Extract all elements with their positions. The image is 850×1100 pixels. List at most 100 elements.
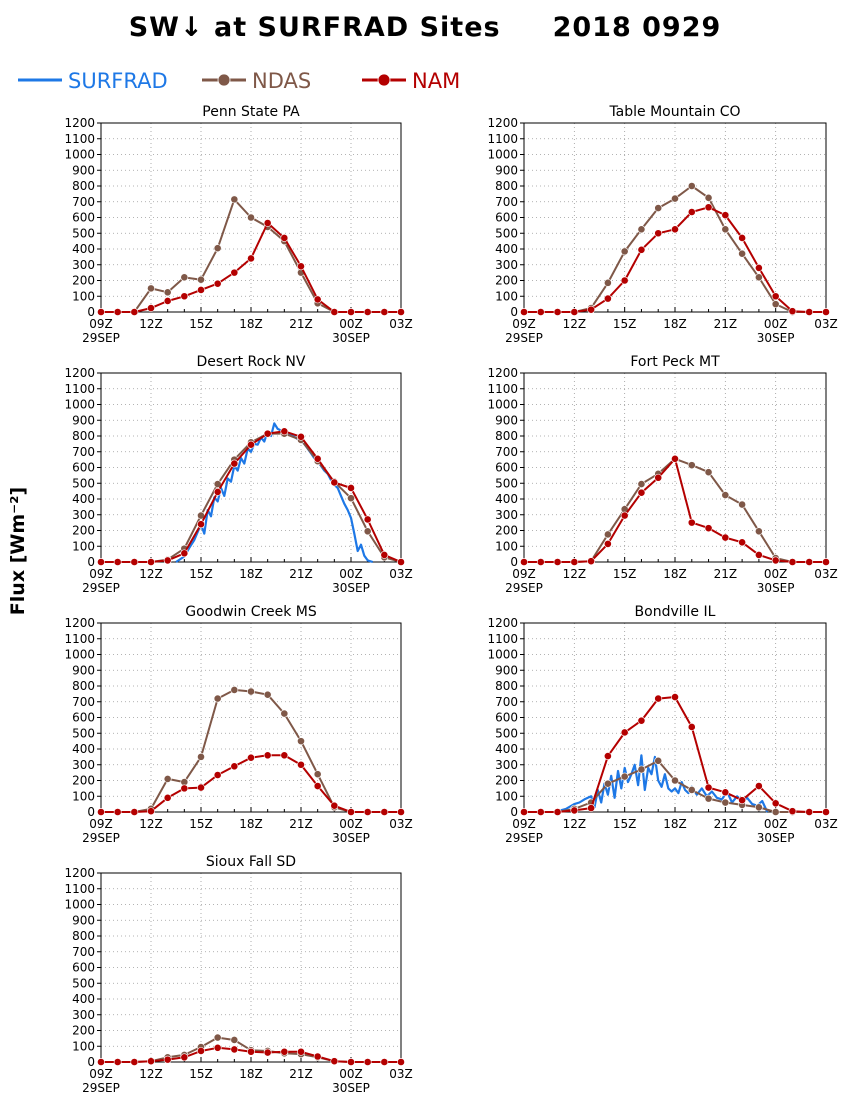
y-tick-label: 1200 [64,366,95,380]
y-tick-label: 600 [72,711,95,725]
data-point-nam [197,286,205,294]
series-line-ndas [101,688,401,813]
y-tick-label: 700 [495,445,518,459]
data-point-nam [671,693,679,701]
data-point-ndas [620,247,629,256]
chart-panel-3: Fort Peck MT0100200300400500600700800900… [487,354,837,595]
y-tick-label: 600 [495,711,518,725]
data-point-nam [147,558,155,566]
data-point-nam [620,276,629,285]
y-tick-label: 100 [72,289,95,303]
data-point-ndas [230,1036,239,1044]
data-point-nam [771,556,780,565]
data-point-ndas [603,779,612,788]
chart-title: Sioux Fall SD [206,854,296,870]
x-tick-label: 00Z [339,817,363,831]
page-title: SW↓ at SURFRAD Sites 2018 0929 [128,12,722,43]
data-point-nam [363,808,372,816]
chart-panel-2: Desert Rock NV01002003004005006007008009… [64,354,412,595]
y-tick-label: 100 [495,289,518,303]
data-point-nam [130,808,139,816]
data-point-ndas [197,275,205,284]
data-point-nam [263,429,272,438]
data-point-nam [380,1058,389,1066]
data-point-nam [788,307,797,316]
data-point-nam [363,308,372,316]
x-tick-label: 09Z [512,817,536,831]
data-point-nam [520,308,528,316]
y-tick-label: 300 [72,258,95,272]
data-point-nam [297,432,305,441]
y-tick-label: 700 [72,195,95,209]
data-point-nam [536,558,545,566]
y-tick-label: 700 [495,695,518,709]
y-tick-label: 1100 [64,382,95,396]
data-point-nam [687,518,696,527]
y-tick-label: 500 [72,226,95,240]
x-tick-label: 21Z [289,567,313,581]
y-tick-label: 400 [495,492,518,506]
x-tick-label: 12Z [139,317,163,331]
data-point-nam [247,1047,255,1056]
y-tick-label: 1100 [64,632,95,646]
y-tick-label: 800 [72,679,95,693]
data-point-nam [671,454,679,463]
data-point-ndas [721,225,730,234]
x-tick-label: 15Z [613,317,637,331]
chart-title: Goodwin Creek MS [185,604,317,620]
x-tick-label: 09Z [512,567,536,581]
data-point-ndas [363,527,372,536]
y-tick-label: 200 [495,774,518,788]
data-point-nam [738,796,747,805]
data-point-nam [738,538,747,547]
y-tick-label: 100 [72,789,95,803]
y-tick-label: 400 [495,242,518,256]
y-tick-label: 300 [495,758,518,772]
data-point-nam [704,783,713,792]
data-point-nam [754,551,763,559]
data-point-nam [771,799,780,808]
data-point-nam [553,558,562,566]
data-point-nam [520,808,528,816]
x-date-label: 29SEP [82,581,120,595]
y-tick-label: 200 [495,524,518,538]
data-point-nam [687,723,696,731]
data-point-nam [113,558,122,566]
data-point-ndas [297,737,305,746]
x-tick-label: 09Z [89,1067,113,1081]
x-tick-label: 03Z [814,317,838,331]
legend-label-ndas: NDAS [252,69,311,93]
data-point-nam [113,808,122,816]
x-tick-label: 09Z [89,317,113,331]
y-tick-label: 1100 [64,882,95,896]
data-point-nam [280,427,289,436]
data-point-nam [297,262,305,271]
data-point-nam [380,808,389,816]
y-tick-label: 600 [495,461,518,475]
x-tick-label: 21Z [714,317,738,331]
data-point-nam [213,279,222,288]
y-tick-label: 200 [72,774,95,788]
data-point-ndas [603,530,612,539]
data-point-nam [163,793,172,802]
data-point-nam [397,308,405,316]
data-point-nam [553,308,562,316]
y-tick-label: 800 [495,179,518,193]
chart-title: Penn State PA [202,104,300,120]
data-point-nam [347,308,355,316]
data-point-ndas [180,273,189,282]
data-point-nam [263,751,272,760]
y-tick-label: 900 [72,913,95,927]
chart-panel-6: Sioux Fall SD010020030040050060070080090… [64,854,412,1095]
data-point-nam [163,1055,172,1064]
data-point-nam [347,1058,355,1066]
data-point-nam [97,1058,105,1066]
y-tick-label: 400 [495,742,518,756]
data-point-nam [788,558,797,566]
y-tick-label: 500 [72,976,95,990]
data-point-nam [280,1047,289,1056]
x-date-label: 29SEP [505,581,543,595]
data-point-nam [230,1045,239,1054]
data-point-ndas [620,772,629,781]
